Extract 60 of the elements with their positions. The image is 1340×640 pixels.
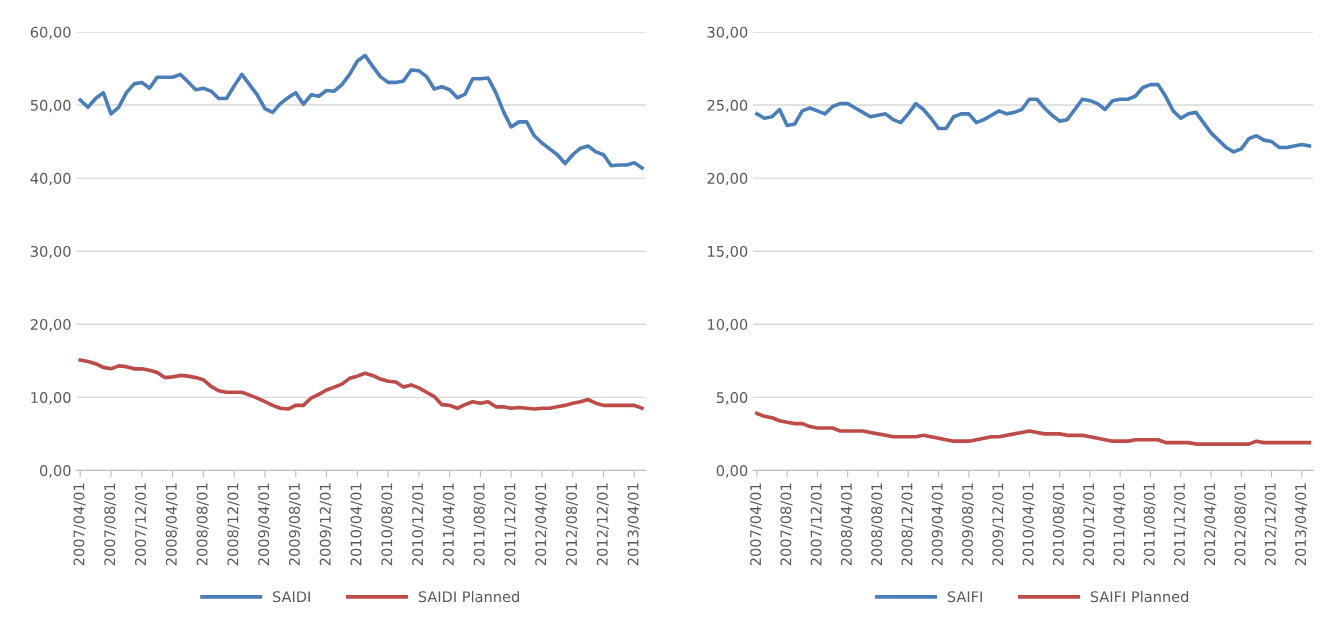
x-tick-label: 2010/04/01 [350,483,363,566]
x-tick-label: 2013/04/01 [627,483,640,566]
line-series [755,411,1312,446]
y-tick-label: 40,00 [30,172,71,186]
y-tick-label: 30,00 [707,26,748,40]
x-tick-label: 2013/04/01 [1295,483,1308,566]
line-series [755,82,1312,154]
x-tick-label: 2009/04/01 [931,483,944,566]
x-tick-label: 2007/12/01 [810,483,823,566]
x-tick-label: 2008/08/01 [871,483,884,566]
y-tick-label: 20,00 [30,318,71,332]
x-tick-label: 2008/08/01 [196,483,209,566]
y-tick-label: 0,00 [40,465,71,478]
x-tick-label: 2011/04/01 [442,483,456,566]
x-tick-label: 2012/12/01 [1264,483,1277,566]
y-tick-label: 5,00 [716,392,748,405]
legend-label: SAIFI Planned [1090,590,1189,603]
x-tick-label: 2009/08/01 [288,483,302,566]
x-tick-label: 2010/12/01 [1083,483,1096,566]
x-tick-label: 2011/12/01 [504,483,517,566]
x-tick-label: 2007/04/01 [73,483,86,566]
x-tick-label: 2008/12/01 [901,483,914,566]
y-tick-label: 10,00 [708,318,748,332]
y-tick-label: 20,00 [707,172,748,186]
x-tick-label: 2011/04/01 [1113,483,1126,566]
legend-label: SAIDI [272,591,310,603]
x-tick-label: 2011/12/01 [1173,483,1187,566]
x-tick-label: 2009/08/01 [962,483,975,566]
y-tick-label: 50,00 [30,99,71,113]
x-tick-label: 2010/08/01 [1052,483,1066,566]
x-tick-label: 2009/04/01 [258,483,271,566]
x-tick-label: 2008/04/01 [840,483,854,566]
x-tick-label: 2008/12/01 [227,483,240,566]
x-tick-label: 2008/04/01 [165,483,178,566]
x-tick-label: 2007/12/01 [135,483,148,566]
x-tick-label: 2010/04/01 [1022,483,1035,566]
x-tick-label: 2012/08/01 [565,483,579,566]
x-tick-label: 2012/04/01 [535,483,548,566]
x-tick-label: 2009/12/01 [319,483,332,566]
x-tick-label: 2009/12/01 [992,483,1005,566]
x-tick-label: 2012/08/01 [1234,483,1247,566]
x-tick-label: 2011/08/01 [473,483,486,566]
x-tick-label: 2007/04/01 [750,483,763,566]
legend-label: SAIFI [947,591,982,603]
x-tick-label: 2011/08/01 [1143,483,1156,566]
y-tick-label: 15,00 [708,245,748,259]
y-tick-label: 0,00 [716,465,748,478]
legend-label: SAIDI Planned [418,590,519,603]
x-tick-label: 2012/12/01 [596,483,609,566]
y-tick-label: 30,00 [30,245,71,259]
x-tick-label: 2010/08/01 [381,483,394,566]
x-tick-label: 2007/08/01 [780,483,793,566]
x-tick-label: 2007/08/01 [104,483,117,566]
line-series [78,53,644,170]
y-tick-label: 25,00 [707,99,748,113]
line-series [78,358,644,411]
x-tick-label: 2010/12/01 [412,483,425,566]
y-tick-label: 10,00 [31,392,71,405]
x-tick-label: 2012/04/01 [1204,483,1217,566]
y-tick-label: 60,00 [30,26,71,40]
